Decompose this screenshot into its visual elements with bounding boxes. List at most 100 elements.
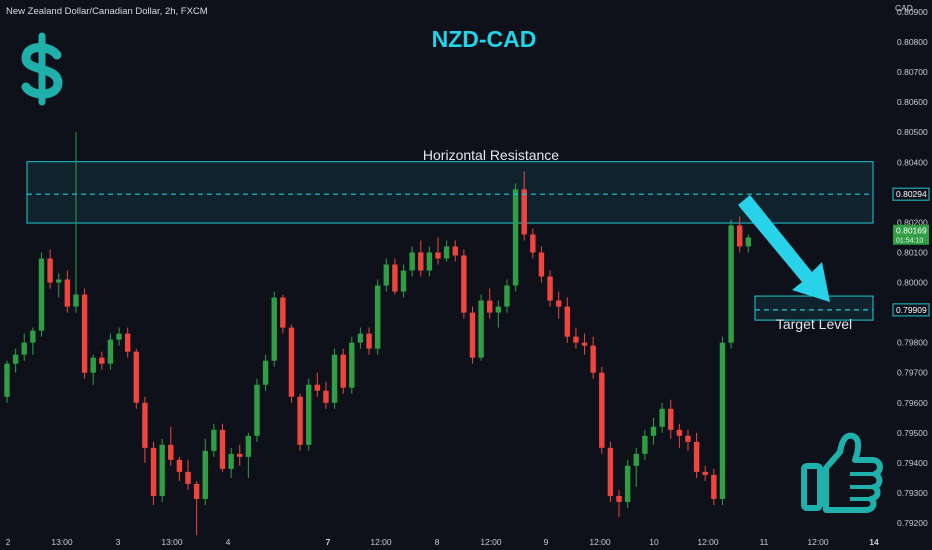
candle-body: [426, 252, 433, 271]
candle-body: [245, 435, 252, 457]
candle-body: [469, 312, 476, 358]
candle-body: [357, 333, 364, 343]
candle-body: [314, 384, 321, 391]
x-tick-label: 14: [869, 537, 879, 547]
candle-body: [538, 252, 545, 277]
x-tick-label: 13:00: [161, 537, 183, 547]
target-price-tag-bg: [892, 303, 930, 317]
candle-body: [624, 465, 631, 502]
y-tick-label: 0.80500: [897, 127, 928, 137]
candle-body: [168, 444, 174, 460]
candle-body: [607, 447, 614, 496]
candle-body: [642, 435, 648, 454]
candle-body: [719, 342, 726, 499]
candle-body: [443, 246, 450, 259]
candle-body: [383, 264, 389, 286]
candle-body: [668, 408, 674, 430]
y-tick-label: 0.79600: [897, 398, 928, 408]
candle-body: [495, 306, 502, 313]
x-tick-label: 3: [116, 537, 121, 547]
x-tick-label: 13:00: [51, 537, 73, 547]
candle-body: [590, 345, 596, 373]
candle-body: [176, 459, 183, 472]
candle-body: [81, 294, 88, 373]
candle-body: [676, 429, 683, 436]
resistance-zone: [26, 161, 874, 224]
candle-body: [193, 483, 200, 499]
x-tick-label: 10: [649, 537, 659, 547]
x-tick-label: 12:00: [697, 537, 719, 547]
target-zone: [754, 295, 874, 321]
candle-body: [288, 327, 295, 397]
candle-body: [262, 360, 269, 385]
candle-body: [297, 396, 303, 445]
candle-body: [219, 429, 226, 469]
y-tick-label: 0.79800: [897, 338, 928, 348]
y-tick-label: 0.80100: [897, 247, 928, 257]
time-axis[interactable]: 2 13:00 3 13:00 4 7 12:00 8 12:00 9 12:00 10 12:00 11…: [6, 537, 879, 547]
y-tick-label: 0.79700: [897, 368, 928, 378]
candle-body: [21, 342, 27, 355]
candles-layer: [4, 132, 752, 536]
candle-body: [323, 390, 329, 403]
y-tick-label: 0.80200: [897, 217, 928, 227]
candle-body: [599, 372, 605, 448]
candle-body: [4, 363, 10, 397]
y-tick-label: 0.79200: [897, 518, 928, 528]
candle-body: [133, 351, 139, 403]
candle-body: [616, 495, 622, 502]
candle-body: [306, 384, 312, 445]
bar-countdown: 01:54:10: [896, 238, 923, 245]
x-tick-label: 7: [326, 537, 331, 547]
candle-body: [693, 441, 700, 472]
candle-body: [711, 474, 717, 499]
candle-body: [64, 279, 71, 307]
candle-body: [374, 285, 381, 349]
candle-body: [650, 426, 657, 436]
candle-body: [90, 357, 96, 373]
symbol-header: New Zealand Dollar/Canadian Dollar, 2h, …: [6, 6, 208, 17]
y-tick-label: 0.79400: [897, 458, 928, 468]
candle-body: [202, 450, 208, 499]
candle-body: [150, 447, 157, 496]
target-arrow: [738, 195, 830, 302]
resistance-label: Horizontal Resistance: [423, 147, 559, 163]
candle-body: [99, 357, 105, 364]
candle-body: [237, 453, 243, 457]
y-tick-label: 0.80400: [897, 157, 928, 167]
candle-body: [512, 189, 519, 286]
candle-body: [349, 342, 355, 388]
candle-body: [555, 300, 562, 307]
candle-body: [271, 297, 277, 361]
candle-body: [400, 270, 407, 292]
candle-body: [254, 384, 260, 436]
x-tick-label: 12:00: [807, 537, 829, 547]
x-tick-label: 2: [6, 537, 11, 547]
candle-body: [530, 234, 536, 253]
candle-body: [581, 342, 588, 346]
chart-title: NZD-CAD: [432, 26, 537, 52]
candle-body: [73, 294, 79, 307]
candle-body: [228, 453, 234, 469]
candle-body: [409, 252, 415, 271]
candle-body: [478, 300, 484, 358]
candle-body: [366, 333, 372, 349]
target-price-tag: 0.79909: [896, 305, 927, 315]
y-tick-label: 0.79500: [897, 428, 928, 438]
candle-body: [547, 276, 553, 301]
x-tick-label: 12:00: [589, 537, 611, 547]
candle-body: [685, 435, 691, 442]
candle-body: [728, 225, 734, 343]
candle-body: [142, 402, 148, 448]
candle-body: [30, 330, 36, 343]
annotation-layer: [26, 161, 874, 321]
candle-body: [331, 354, 338, 403]
resistance-price-tag: 0.80294: [896, 189, 927, 199]
candle-body: [280, 297, 286, 328]
candle-body: [633, 453, 639, 466]
candle-body: [435, 252, 441, 259]
thumbs-up-icon: [801, 432, 883, 513]
x-tick-label: 11: [760, 537, 769, 547]
